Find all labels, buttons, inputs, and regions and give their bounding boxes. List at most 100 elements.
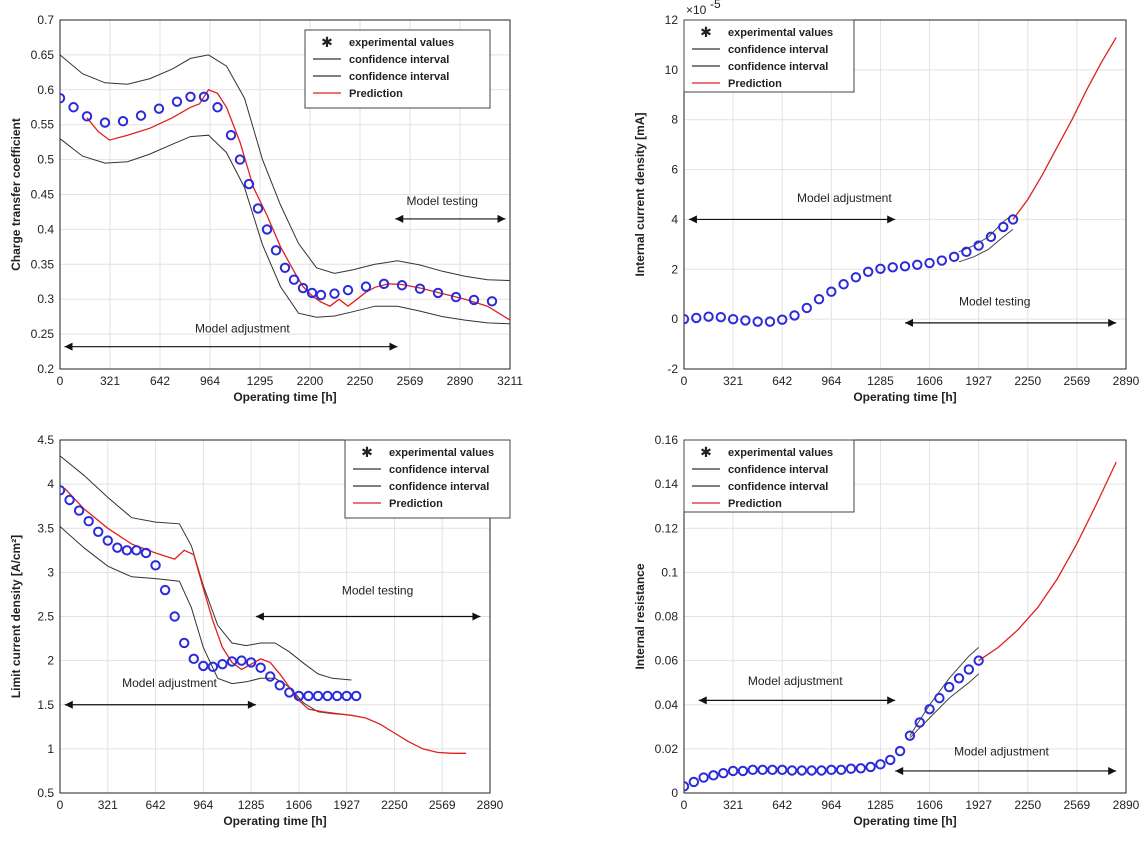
data-point xyxy=(293,690,305,702)
axes-frame xyxy=(683,19,1127,370)
y-tick-label: 0.45 xyxy=(31,188,55,202)
legend-box xyxy=(304,29,491,109)
arrowhead-left xyxy=(395,214,404,223)
data-point xyxy=(899,261,911,272)
data-point xyxy=(963,664,975,675)
data-point xyxy=(217,658,228,670)
x-tick-label: 2250 xyxy=(1014,374,1041,388)
data-point xyxy=(924,257,935,269)
data-point xyxy=(234,154,246,165)
data-point xyxy=(140,547,152,559)
y-tick-label: 2.5 xyxy=(37,610,54,624)
annotation-label: Model adjustment xyxy=(122,676,217,690)
annotation-label: Model testing xyxy=(342,583,413,597)
data-point xyxy=(789,310,800,321)
y-axis-label: Limit current density [A/cm²] xyxy=(9,535,23,698)
x-tick-label: 642 xyxy=(772,374,792,388)
data-point xyxy=(718,767,729,779)
x-tick-label: 642 xyxy=(146,798,166,812)
data-point xyxy=(432,287,444,299)
data-point xyxy=(331,690,343,702)
data-point xyxy=(747,764,758,776)
data-point xyxy=(786,765,798,776)
data-point xyxy=(112,542,123,553)
data-point xyxy=(948,251,960,263)
arrowhead-right xyxy=(887,215,896,224)
data-point xyxy=(486,296,498,307)
legend: ✱ experimental values confidence interval c… xyxy=(683,19,855,93)
data-point xyxy=(698,772,709,783)
chart-panel-p1: 0 321 642 964 1295 2200 2250 2569 2890 3211 0.2 0.2… xyxy=(9,13,523,404)
arrowhead-right xyxy=(472,612,481,621)
data-point xyxy=(73,505,85,516)
data-point xyxy=(875,263,886,274)
data-point xyxy=(894,745,906,757)
y-tick-label: 1 xyxy=(47,742,54,756)
data-point xyxy=(450,291,462,303)
data-point xyxy=(261,224,273,235)
x-tick-label: 1285 xyxy=(867,798,894,812)
y-tick-label: 1.5 xyxy=(37,698,54,712)
y-tick-label: 0.25 xyxy=(31,327,55,341)
x-tick-label: 642 xyxy=(150,374,170,388)
confidence-interval-line xyxy=(909,647,980,736)
x-tick-label: 0 xyxy=(57,374,64,388)
x-tick-label: 642 xyxy=(772,798,792,812)
data-point xyxy=(169,611,180,622)
data-point xyxy=(691,312,702,324)
data-point xyxy=(914,717,925,728)
data-point xyxy=(68,102,79,113)
y-tick-label: 0.4 xyxy=(37,222,54,236)
y-tick-label: 12 xyxy=(665,13,679,27)
x-tick-label: 2569 xyxy=(397,374,424,388)
data-point xyxy=(93,526,104,537)
data-point xyxy=(973,240,984,251)
legend-marker-icon: ✱ xyxy=(700,444,712,460)
data-point xyxy=(83,515,94,527)
x-axis-label: Operating time [h] xyxy=(853,390,956,404)
y-axis-label: Internal resistance xyxy=(633,563,647,669)
data-point xyxy=(185,91,196,102)
arrowhead-right xyxy=(389,342,398,351)
y-tick-label: 0.5 xyxy=(37,153,54,167)
x-tick-label: 2250 xyxy=(1014,798,1041,812)
x-tick-label: 1927 xyxy=(333,798,360,812)
data-point xyxy=(255,662,266,673)
data-point xyxy=(865,761,876,773)
data-point xyxy=(468,294,480,306)
data-point xyxy=(131,545,142,556)
data-point xyxy=(944,681,955,693)
axes-frame xyxy=(59,439,491,794)
data-point xyxy=(998,221,1009,233)
data-point xyxy=(306,287,318,299)
data-point xyxy=(60,92,66,104)
arrowhead-right xyxy=(247,700,256,709)
legend-label: confidence interval xyxy=(389,481,489,493)
data-point xyxy=(703,311,714,322)
y-tick-label: 10 xyxy=(665,63,679,77)
data-point xyxy=(838,279,849,290)
data-point xyxy=(973,655,984,666)
annotation-label: Model adjustment xyxy=(797,191,892,205)
arrowhead-left xyxy=(64,342,73,351)
x-tick-label: 2250 xyxy=(381,798,408,812)
y-tick-label: 0.6 xyxy=(37,83,54,97)
data-point xyxy=(855,763,866,774)
data-point xyxy=(684,781,690,792)
data-point xyxy=(121,545,133,556)
data-point xyxy=(153,103,165,114)
legend-label: Prediction xyxy=(349,88,403,100)
arrowhead-left xyxy=(698,696,707,705)
x-tick-label: 964 xyxy=(193,798,213,812)
x-tick-label: 1606 xyxy=(916,374,943,388)
y-tick-label: 0.06 xyxy=(655,654,679,668)
y-tick-label: 0.5 xyxy=(37,786,54,800)
data-point xyxy=(845,763,857,774)
data-layer xyxy=(60,455,467,754)
prediction-line xyxy=(1012,37,1117,220)
data-point xyxy=(243,178,255,190)
data-point xyxy=(378,278,390,290)
chart-panel-p4: 0 321 642 964 1285 1606 1927 2250 2569 2890 0 0.02 0… xyxy=(633,433,1140,828)
chart-panel-p3: 0 321 642 964 1285 1606 1927 2250 2569 2890 0.5 1 1.… xyxy=(9,433,511,828)
